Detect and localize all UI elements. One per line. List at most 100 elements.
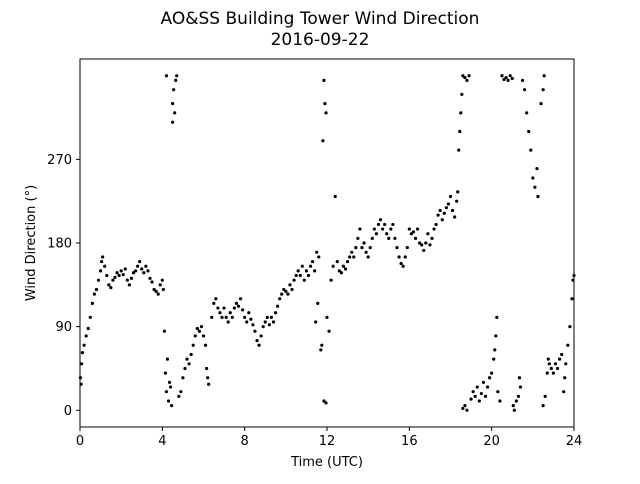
data-point bbox=[541, 404, 545, 408]
data-point bbox=[166, 399, 171, 403]
data-point bbox=[271, 320, 276, 324]
data-point bbox=[284, 289, 288, 293]
data-point bbox=[158, 283, 162, 287]
data-point bbox=[324, 401, 328, 405]
data-point bbox=[207, 382, 211, 386]
data-point bbox=[129, 276, 134, 280]
data-point bbox=[511, 404, 515, 408]
data-point bbox=[473, 394, 477, 398]
data-point bbox=[387, 236, 391, 240]
data-point bbox=[236, 304, 241, 308]
data-point bbox=[111, 278, 115, 282]
data-point bbox=[424, 241, 428, 245]
data-point bbox=[259, 334, 263, 338]
data-point bbox=[251, 323, 255, 327]
data-point bbox=[518, 385, 523, 389]
data-point bbox=[360, 246, 364, 250]
data-point bbox=[201, 334, 206, 338]
data-point bbox=[105, 273, 109, 278]
data-point bbox=[298, 273, 302, 278]
data-point bbox=[331, 264, 335, 268]
data-point bbox=[490, 371, 494, 375]
data-point bbox=[405, 246, 409, 250]
data-point bbox=[364, 250, 368, 254]
data-point bbox=[302, 278, 306, 282]
data-point bbox=[494, 334, 498, 338]
data-point bbox=[320, 343, 324, 347]
data-point bbox=[131, 271, 136, 275]
data-point bbox=[146, 269, 150, 273]
data-point bbox=[496, 390, 500, 394]
data-point bbox=[481, 380, 486, 384]
y-tick-label: 270 bbox=[47, 153, 72, 168]
data-point bbox=[366, 255, 370, 259]
data-point bbox=[313, 269, 317, 273]
data-point bbox=[88, 315, 92, 319]
x-tick-label: 20 bbox=[483, 434, 500, 449]
data-point bbox=[220, 315, 224, 319]
data-point bbox=[163, 371, 168, 375]
data-point bbox=[325, 315, 329, 319]
data-point bbox=[160, 278, 164, 282]
data-point bbox=[440, 218, 444, 222]
data-point bbox=[314, 320, 318, 324]
data-point bbox=[78, 376, 83, 380]
data-point bbox=[370, 236, 374, 240]
data-point bbox=[323, 102, 327, 106]
data-point bbox=[203, 343, 208, 347]
data-point bbox=[566, 343, 570, 347]
data-point bbox=[164, 74, 169, 78]
data-point bbox=[206, 376, 210, 380]
data-point bbox=[175, 74, 179, 78]
data-point bbox=[173, 111, 177, 115]
data-point bbox=[422, 248, 426, 253]
data-point bbox=[125, 278, 129, 282]
data-point bbox=[133, 269, 138, 273]
data-point bbox=[177, 394, 181, 398]
data-point bbox=[167, 380, 172, 384]
x-tick-label: 0 bbox=[76, 434, 84, 449]
data-point bbox=[564, 362, 568, 366]
data-point bbox=[479, 391, 483, 396]
data-point bbox=[171, 102, 175, 106]
data-point bbox=[428, 243, 432, 247]
data-point bbox=[218, 311, 222, 315]
data-point bbox=[292, 278, 296, 282]
data-point bbox=[226, 320, 230, 324]
data-point bbox=[306, 273, 311, 278]
x-axis-label: Time (UTC) bbox=[290, 455, 363, 470]
data-point bbox=[255, 338, 259, 343]
data-point bbox=[127, 283, 131, 287]
data-point bbox=[372, 227, 376, 231]
data-point bbox=[123, 267, 127, 271]
data-point bbox=[257, 343, 261, 347]
data-point bbox=[214, 297, 218, 301]
data-point bbox=[354, 246, 358, 250]
data-point bbox=[269, 315, 274, 319]
data-point bbox=[539, 102, 543, 106]
data-point bbox=[335, 259, 339, 264]
data-point bbox=[460, 92, 464, 96]
data-point bbox=[193, 334, 197, 338]
data-point bbox=[148, 276, 152, 280]
chart-title: AO&SS Building Tower Wind Direction bbox=[161, 9, 480, 29]
data-point bbox=[249, 317, 253, 321]
data-point bbox=[415, 227, 420, 231]
data-point bbox=[84, 334, 88, 338]
data-point bbox=[174, 78, 178, 82]
data-point bbox=[463, 404, 467, 408]
data-point bbox=[115, 271, 119, 275]
data-point bbox=[121, 272, 125, 277]
data-point bbox=[168, 385, 173, 389]
x-tick-label: 8 bbox=[241, 434, 249, 449]
data-point bbox=[457, 148, 461, 152]
data-point bbox=[549, 366, 553, 371]
data-point bbox=[426, 232, 430, 236]
data-point bbox=[119, 269, 123, 273]
data-point bbox=[401, 264, 405, 268]
data-point bbox=[557, 357, 562, 361]
data-point bbox=[152, 287, 156, 292]
data-point bbox=[493, 348, 497, 352]
